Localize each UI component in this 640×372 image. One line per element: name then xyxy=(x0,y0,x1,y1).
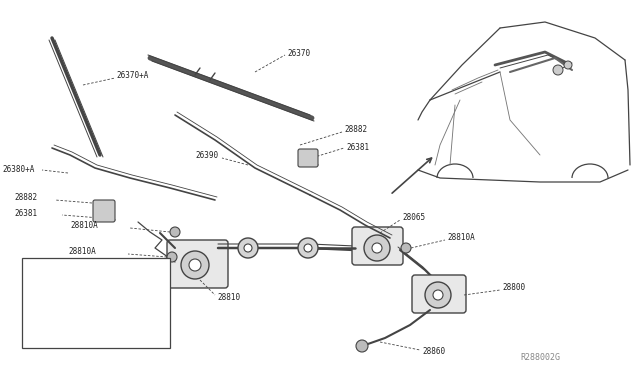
Text: 28810: 28810 xyxy=(217,292,240,301)
FancyBboxPatch shape xyxy=(412,275,466,313)
Text: 26373: 26373 xyxy=(30,262,51,268)
Circle shape xyxy=(304,244,312,252)
Text: 26370+A: 26370+A xyxy=(116,71,148,80)
Text: <ASSIST>: <ASSIST> xyxy=(35,298,65,304)
Circle shape xyxy=(564,61,572,69)
Text: 28882: 28882 xyxy=(14,193,37,202)
Text: (DRIVER): (DRIVER) xyxy=(30,270,60,276)
FancyBboxPatch shape xyxy=(93,200,115,222)
Circle shape xyxy=(189,259,201,271)
Text: 26381: 26381 xyxy=(14,209,37,218)
Circle shape xyxy=(298,238,318,258)
Text: 28800: 28800 xyxy=(502,283,525,292)
Text: 26370: 26370 xyxy=(287,48,310,58)
FancyBboxPatch shape xyxy=(352,227,403,265)
Circle shape xyxy=(553,65,563,75)
Text: 28882: 28882 xyxy=(344,125,367,135)
Circle shape xyxy=(244,244,252,252)
Text: 28065: 28065 xyxy=(402,214,425,222)
Circle shape xyxy=(356,340,368,352)
Circle shape xyxy=(433,290,443,300)
Circle shape xyxy=(181,251,209,279)
Circle shape xyxy=(425,282,451,308)
Circle shape xyxy=(364,235,390,261)
Text: R288002G: R288002G xyxy=(520,353,560,362)
Circle shape xyxy=(238,238,258,258)
Circle shape xyxy=(167,252,177,262)
FancyBboxPatch shape xyxy=(167,240,228,288)
Circle shape xyxy=(170,227,180,237)
Bar xyxy=(22,258,170,348)
Text: 28860: 28860 xyxy=(422,347,445,356)
Text: 26381: 26381 xyxy=(346,142,369,151)
Text: 26390: 26390 xyxy=(195,151,218,160)
Text: 28810A: 28810A xyxy=(447,234,475,243)
Text: 28810A: 28810A xyxy=(68,247,96,257)
Circle shape xyxy=(372,243,382,253)
FancyBboxPatch shape xyxy=(298,149,318,167)
Text: 26373M: 26373M xyxy=(35,290,61,296)
Text: <BLADE REFILLS>: <BLADE REFILLS> xyxy=(30,340,93,346)
Circle shape xyxy=(401,243,411,253)
Text: 26380+A: 26380+A xyxy=(2,166,35,174)
Text: 28810A: 28810A xyxy=(70,221,98,231)
